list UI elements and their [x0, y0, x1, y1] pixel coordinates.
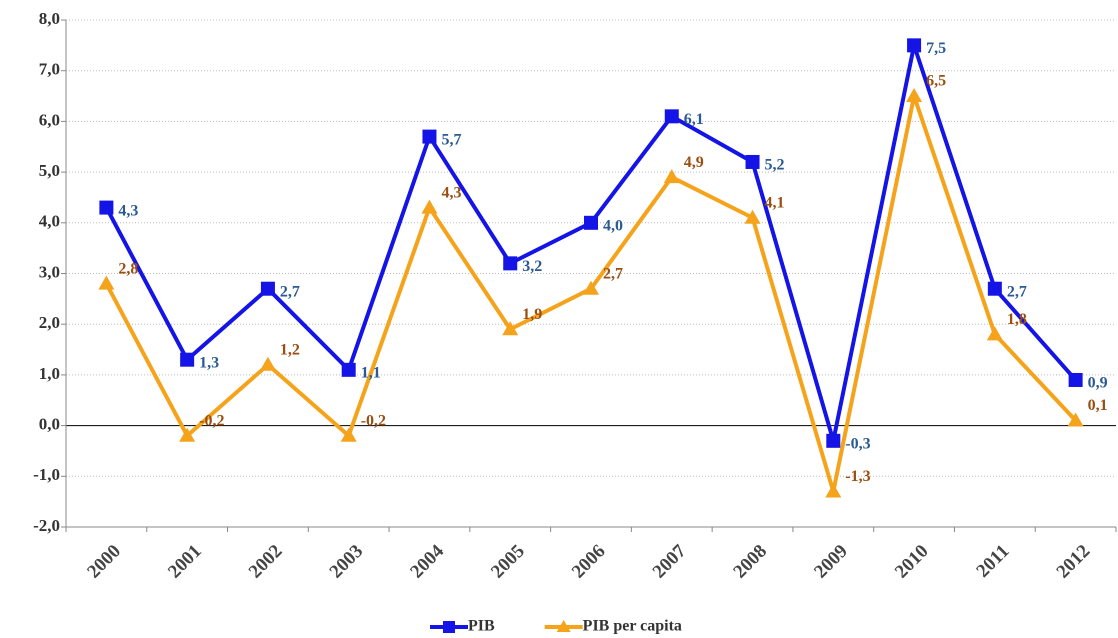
- marker: [98, 275, 115, 290]
- x-tick-label: 2002: [245, 541, 287, 583]
- legend-marker: [443, 621, 455, 633]
- y-tick-label: 6,0: [39, 110, 60, 129]
- marker: [422, 129, 437, 144]
- y-tick-label: 1,0: [39, 364, 60, 383]
- y-tick-label: 3,0: [39, 262, 60, 281]
- value-label: 3,2: [522, 258, 542, 275]
- marker: [179, 427, 196, 442]
- value-label: 1,9: [522, 306, 542, 323]
- value-label: 2,7: [1007, 283, 1027, 300]
- y-tick-label: 8,0: [39, 9, 60, 28]
- value-label: -0,2: [361, 412, 386, 429]
- marker: [259, 356, 276, 371]
- value-label: -0,2: [199, 412, 224, 429]
- x-tick-label: 2000: [83, 541, 125, 583]
- value-label: -0,3: [845, 435, 870, 452]
- x-tick-label: 2003: [326, 541, 368, 583]
- marker: [583, 280, 599, 295]
- value-label: 7,5: [926, 40, 946, 57]
- y-tick-label: 7,0: [39, 60, 60, 79]
- x-tick-label: 2010: [891, 541, 933, 583]
- legend-label: PIB per capita: [583, 618, 682, 635]
- marker: [745, 154, 760, 169]
- x-tick-label: 2006: [568, 541, 610, 583]
- legend-label: PIB: [468, 618, 495, 635]
- x-tick-label: 2008: [729, 541, 771, 583]
- value-label: 6,1: [684, 111, 704, 128]
- marker: [503, 256, 518, 271]
- marker: [260, 281, 275, 296]
- value-label: 0,9: [1088, 375, 1108, 392]
- value-label: 1,3: [199, 354, 219, 371]
- marker: [180, 352, 195, 367]
- value-label: 4,1: [765, 194, 785, 211]
- marker: [907, 38, 922, 53]
- x-tick-label: 2005: [487, 541, 529, 583]
- marker: [986, 326, 1003, 341]
- y-tick-label: 0,0: [39, 415, 60, 434]
- x-tick-label: 2001: [164, 541, 206, 583]
- value-label: 5,2: [765, 157, 785, 174]
- y-tick-label: -2,0: [33, 516, 60, 535]
- x-tick-label: 2012: [1053, 541, 1095, 583]
- marker: [826, 433, 841, 448]
- marker: [663, 169, 680, 184]
- value-label: 4,3: [441, 184, 461, 201]
- marker: [825, 483, 842, 498]
- marker: [906, 88, 923, 103]
- marker: [341, 362, 356, 377]
- value-label: 1,1: [361, 365, 381, 382]
- marker: [1068, 372, 1083, 387]
- value-label: 1,2: [280, 341, 300, 358]
- marker: [340, 427, 357, 442]
- x-tick-label: 2011: [972, 541, 1013, 582]
- value-label: 1,8: [1007, 311, 1027, 328]
- value-label: 6,5: [926, 73, 946, 90]
- marker: [1067, 412, 1084, 427]
- y-tick-label: 2,0: [39, 313, 60, 332]
- value-label: 2,8: [118, 260, 138, 277]
- value-label: 2,7: [280, 283, 300, 300]
- legend-marker: [556, 620, 571, 632]
- marker: [987, 281, 1002, 296]
- marker: [664, 109, 679, 124]
- x-tick-label: 2004: [406, 540, 448, 582]
- x-tick-label: 2009: [810, 541, 852, 583]
- marker: [421, 199, 438, 214]
- value-label: -1,3: [845, 468, 870, 485]
- y-tick-label: 5,0: [39, 161, 60, 180]
- value-label: 2,7: [603, 265, 623, 282]
- marker: [584, 215, 598, 230]
- marker: [99, 200, 114, 215]
- value-label: 4,9: [684, 154, 704, 171]
- x-tick-label: 2007: [649, 540, 691, 582]
- marker: [502, 321, 519, 336]
- value-label: 4,0: [603, 217, 623, 234]
- value-label: 0,1: [1088, 397, 1108, 414]
- marker: [744, 209, 761, 224]
- value-label: 5,7: [441, 131, 461, 148]
- value-label: 4,3: [118, 202, 138, 219]
- y-tick-label: 4,0: [39, 212, 60, 231]
- y-tick-label: -1,0: [33, 465, 60, 484]
